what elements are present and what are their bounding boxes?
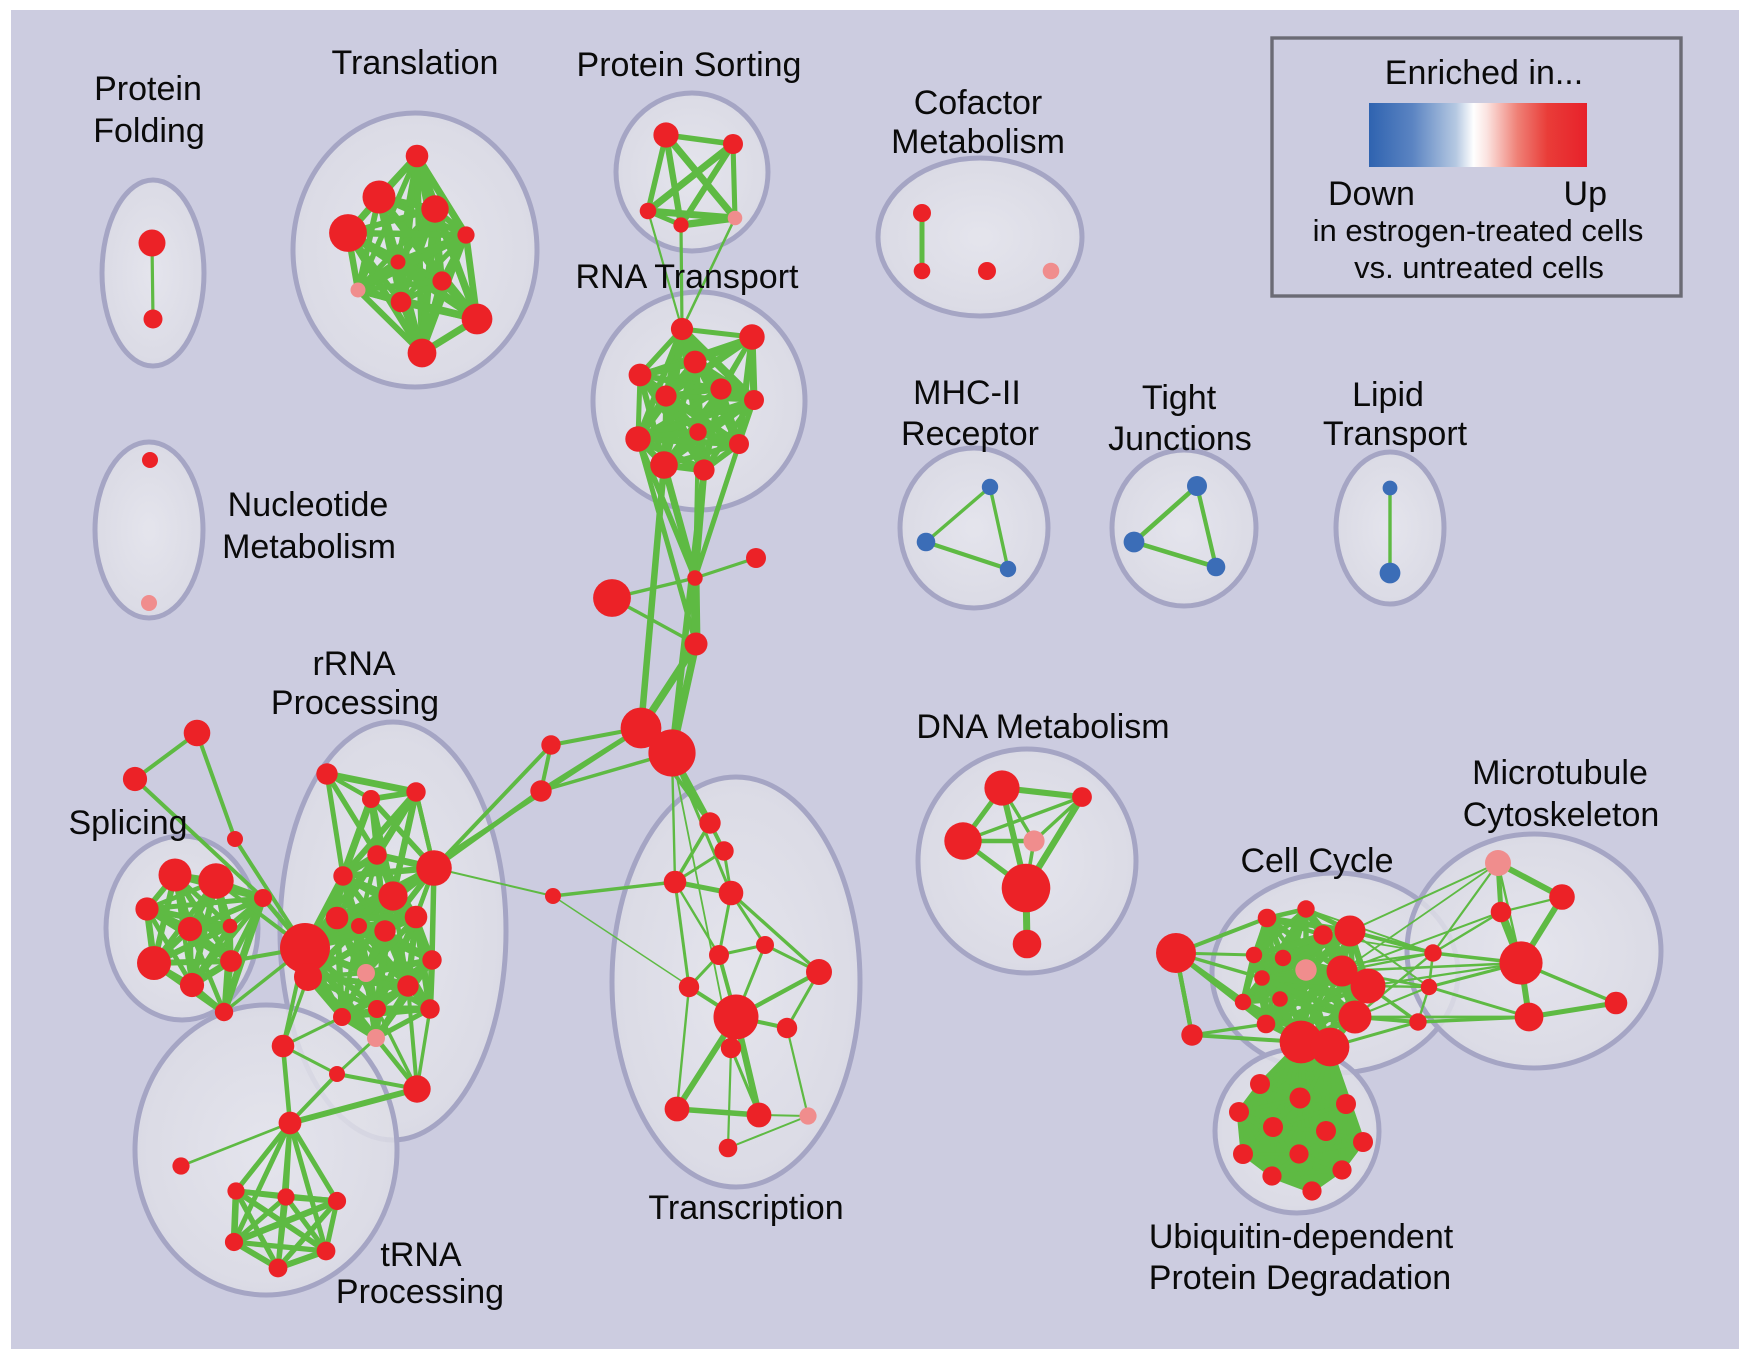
svg-text:Transport: Transport — [1323, 415, 1468, 453]
svg-text:tRNA: tRNA — [380, 1236, 462, 1274]
svg-text:Splicing: Splicing — [68, 804, 187, 842]
svg-text:vs. untreated cells: vs. untreated cells — [1354, 250, 1604, 285]
svg-text:Receptor: Receptor — [901, 415, 1039, 453]
svg-text:Tight: Tight — [1142, 379, 1217, 417]
svg-text:DNA Metabolism: DNA Metabolism — [916, 708, 1169, 746]
svg-text:Translation: Translation — [332, 44, 499, 82]
svg-text:Metabolism: Metabolism — [891, 123, 1065, 161]
svg-text:Ubiquitin-dependent: Ubiquitin-dependent — [1149, 1218, 1454, 1256]
svg-text:rRNA: rRNA — [312, 645, 395, 683]
svg-text:Protein: Protein — [94, 70, 202, 108]
svg-text:Protein Degradation: Protein Degradation — [1149, 1259, 1451, 1297]
svg-text:RNA Transport: RNA Transport — [576, 258, 800, 296]
svg-text:Metabolism: Metabolism — [222, 528, 396, 566]
svg-text:Nucleotide: Nucleotide — [228, 486, 389, 524]
svg-text:Enriched in...: Enriched in... — [1385, 54, 1583, 92]
svg-text:Lipid: Lipid — [1352, 376, 1424, 414]
svg-text:Cofactor: Cofactor — [914, 84, 1043, 122]
svg-text:Cell Cycle: Cell Cycle — [1240, 842, 1393, 880]
svg-text:Processing: Processing — [336, 1273, 504, 1311]
svg-text:Folding: Folding — [93, 112, 205, 150]
svg-text:Transcription: Transcription — [648, 1189, 843, 1227]
svg-text:Down: Down — [1328, 175, 1415, 213]
svg-text:Up: Up — [1564, 175, 1607, 213]
svg-text:Protein Sorting: Protein Sorting — [577, 46, 802, 84]
svg-text:MHC-II: MHC-II — [913, 374, 1021, 412]
svg-text:in estrogen-treated cells: in estrogen-treated cells — [1313, 213, 1644, 248]
svg-text:Microtubule: Microtubule — [1472, 754, 1648, 792]
svg-text:Cytoskeleton: Cytoskeleton — [1463, 796, 1660, 834]
svg-text:Junctions: Junctions — [1108, 420, 1252, 458]
svg-text:Processing: Processing — [271, 684, 439, 722]
